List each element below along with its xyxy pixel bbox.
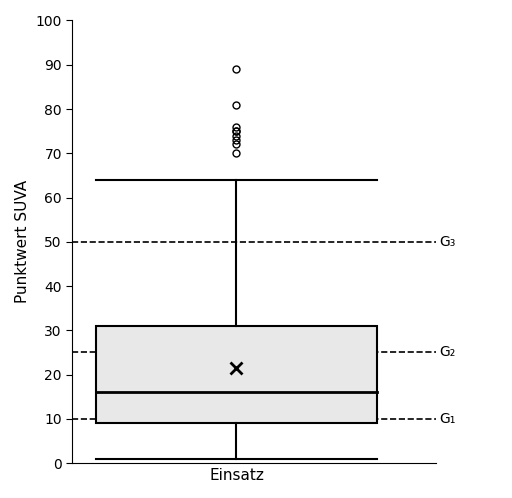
Text: G₃: G₃	[439, 235, 456, 249]
Text: G₁: G₁	[439, 412, 456, 426]
Y-axis label: Punktwert SUVA: Punktwert SUVA	[15, 180, 30, 303]
Text: G₂: G₂	[439, 346, 456, 360]
FancyBboxPatch shape	[96, 326, 377, 423]
